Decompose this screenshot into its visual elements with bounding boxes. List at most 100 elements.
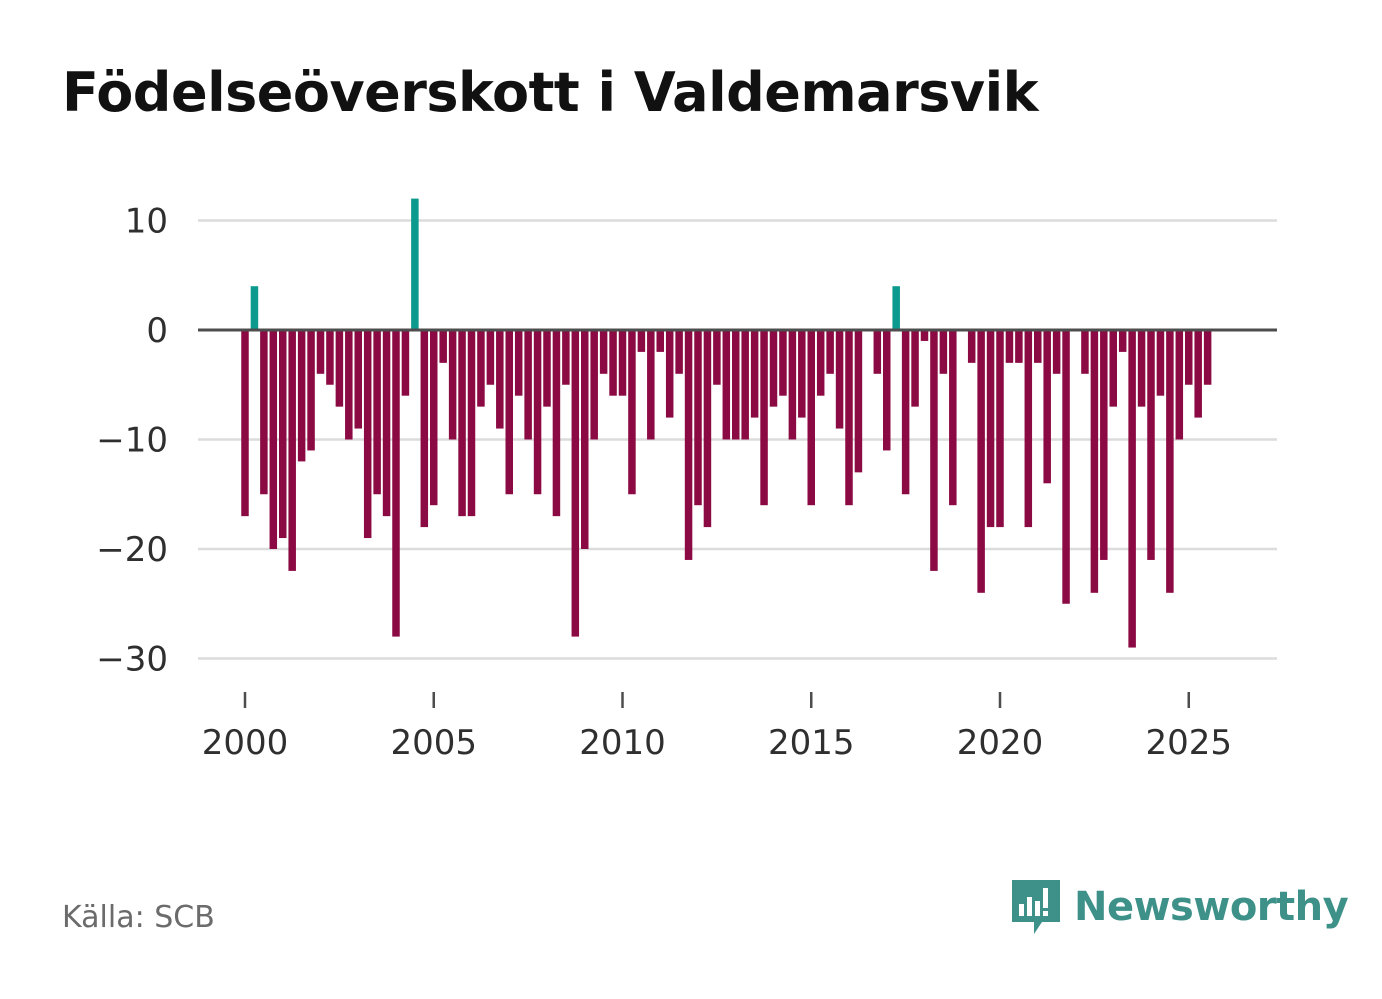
bar [1043,330,1051,484]
bar [656,330,664,352]
bar [1137,330,1146,407]
x-tick-label: 2025 [1145,723,1232,763]
bar [326,330,334,385]
bar [920,330,929,341]
bar [345,330,353,440]
bar [382,330,391,517]
bar [939,330,948,374]
bar [1109,330,1117,407]
bar [373,330,381,495]
bar [269,330,278,549]
bar [411,198,419,330]
newsworthy-logo-icon [1012,880,1060,934]
bar [1081,330,1089,374]
bar [1090,330,1099,593]
bar [496,330,504,429]
bar [750,330,759,418]
bar [279,330,287,539]
bar [1052,330,1061,374]
bar [316,330,325,374]
x-tick-label: 2015 [768,723,855,763]
bar [1062,330,1070,604]
bar [854,330,863,473]
bar [288,330,296,571]
bar [665,330,674,418]
bar [543,330,551,407]
bar [675,330,683,374]
bar [816,330,825,396]
bar [1015,330,1023,363]
bar-series [241,198,1212,648]
bar [505,330,513,495]
bar [1118,330,1127,352]
bar [430,330,438,506]
x-tick-label: 2000 [202,723,289,763]
bar [684,330,693,560]
brand-name: Newsworthy [1074,884,1349,930]
bar [760,330,768,506]
bar [949,330,957,506]
bar [873,330,882,374]
y-tick-label: −30 [96,640,168,680]
bar [250,286,259,330]
bar [1203,330,1212,385]
bar [901,330,910,495]
bar [590,330,598,440]
bar [307,330,315,451]
chart-title: Födelseöverskott i Valdemarsvik [62,61,1039,124]
bar [354,330,362,429]
bar [911,330,919,407]
bar [1175,330,1184,440]
x-tick-label: 2005 [390,723,477,763]
bar [741,330,749,440]
bar [477,330,485,407]
bar [798,330,806,418]
y-tick-label: 10 [125,202,168,242]
bar [1185,330,1193,385]
y-tick-label: −20 [96,530,168,570]
bar [788,330,797,440]
bar [986,330,995,528]
bar [514,330,523,396]
bar [241,330,249,517]
bar [599,330,608,374]
bar [637,330,646,352]
bar [1166,330,1174,593]
brand-logo[interactable]: Newsworthy [1010,878,1349,936]
y-tick-label: −10 [96,421,168,461]
bar [524,330,532,440]
bar [581,330,589,549]
bar [363,330,372,539]
bar [486,330,495,385]
bar [401,330,410,396]
y-tick-label: 0 [146,311,168,351]
bar [883,330,891,451]
bar [458,330,466,517]
bar [1024,330,1033,528]
axes: 10 0 −10 −20 −30 2000 2005 2010 2015 2020 2025 [96,202,1232,764]
bar [930,330,938,571]
bar [835,330,844,429]
bar [533,330,542,495]
bar [1100,330,1108,560]
bar [618,330,627,396]
bar [703,330,712,528]
bar [647,330,655,440]
bar [713,330,721,385]
bar [297,330,306,462]
bar [722,330,731,440]
bar [1147,330,1155,560]
source-label: Källa: SCB [62,900,215,935]
bar [562,330,570,385]
bar [260,330,268,495]
bar [609,330,617,396]
bar [807,330,815,506]
bar [571,330,580,637]
bar [996,330,1004,528]
bar [977,330,985,593]
x-tick-label: 2020 [957,723,1044,763]
bar [420,330,429,528]
bar [1128,330,1136,648]
bar [769,330,778,407]
